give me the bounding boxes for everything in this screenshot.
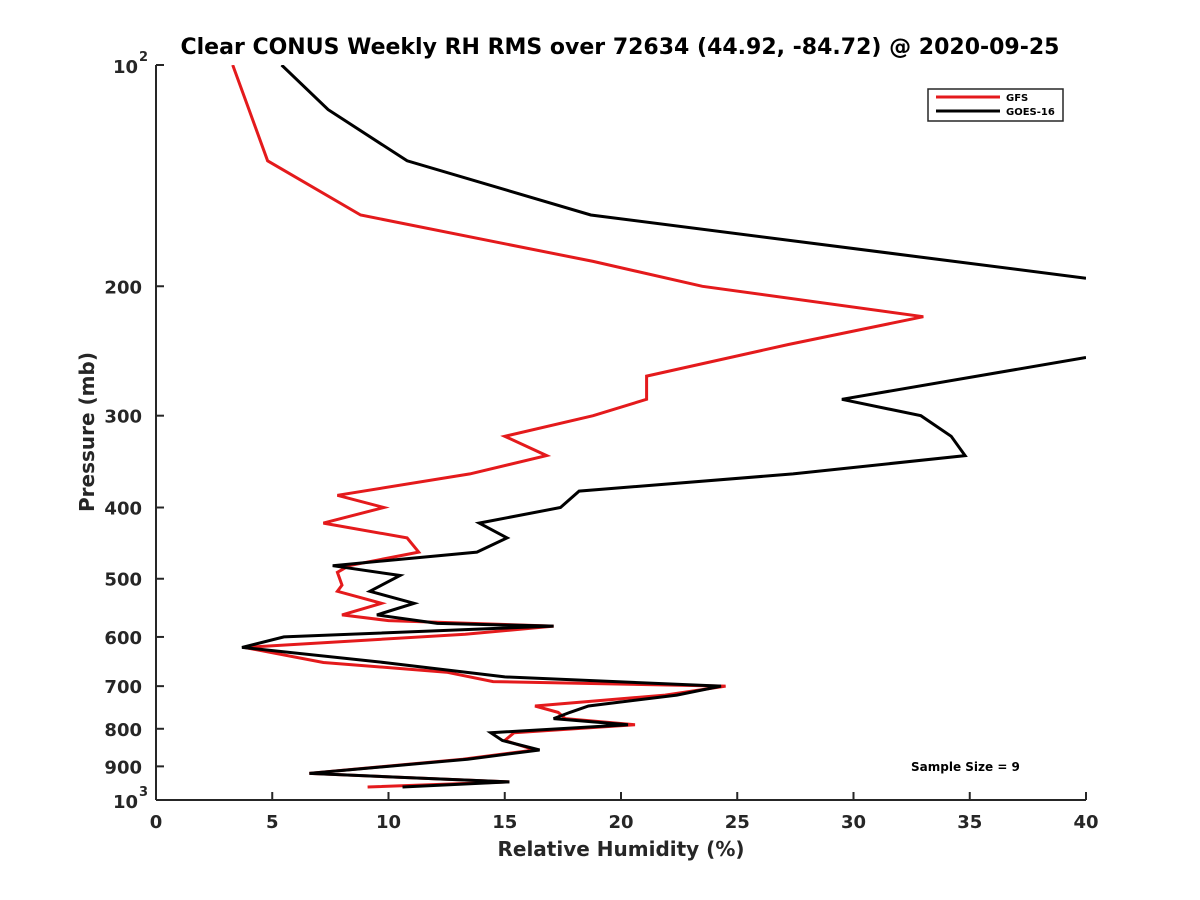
y-tick-label: 10 <box>113 57 138 78</box>
y-tick-label: 500 <box>104 570 142 591</box>
x-tick-label: 0 <box>150 812 163 833</box>
chart-title: Clear CONUS Weekly RH RMS over 72634 (44… <box>181 35 1060 60</box>
y-tick-label: 200 <box>104 277 142 298</box>
y-axis-label: Pressure (mb) <box>75 352 99 512</box>
y-tick-exponent: 2 <box>139 50 148 65</box>
series-line-goes16 <box>241 65 1086 789</box>
x-tick-label: 25 <box>725 812 750 833</box>
x-axis-label: Relative Humidity (%) <box>497 837 744 861</box>
x-tick-label: 20 <box>608 812 633 833</box>
legend-box <box>927 88 1064 122</box>
y-tick-label: 900 <box>104 757 142 778</box>
y-tick-exponent: 3 <box>139 785 148 800</box>
x-tick-label: 10 <box>376 812 401 833</box>
y-tick-label: 700 <box>104 677 142 698</box>
x-tick-label: 15 <box>492 812 517 833</box>
x-tick-label: 5 <box>266 812 279 833</box>
y-tick-label: 10 <box>113 792 138 813</box>
legend: GFS GOES-16 <box>927 88 1064 122</box>
y-tick-label: 400 <box>104 499 142 520</box>
x-tick-label: 30 <box>841 812 866 833</box>
sample-size-annotation: Sample Size = 9 <box>911 760 1020 774</box>
x-tick-label: 35 <box>957 812 982 833</box>
y-tick-label: 800 <box>104 720 142 741</box>
x-ticks: 0 5 10 15 20 25 30 35 40 <box>150 792 1099 833</box>
legend-label-goes16: GOES-16 <box>1006 107 1055 118</box>
y-tick-label: 300 <box>104 407 142 428</box>
x-tick-label: 40 <box>1073 812 1098 833</box>
series-layer <box>231 65 1086 789</box>
y-tick-label: 600 <box>104 628 142 649</box>
legend-label-gfs: GFS <box>1006 93 1028 104</box>
